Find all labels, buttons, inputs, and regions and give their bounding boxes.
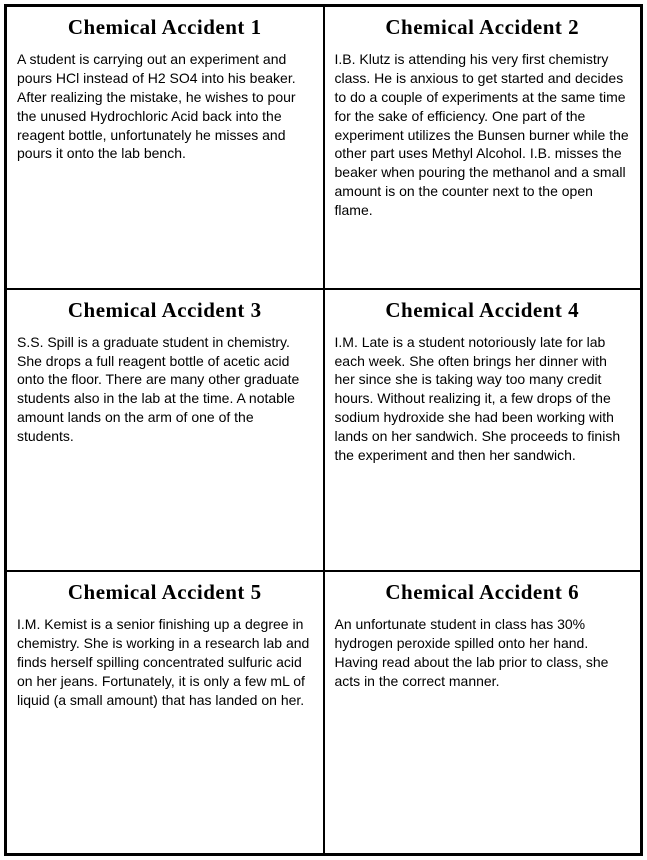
accident-body: S.S. Spill is a graduate student in chem… [17, 333, 313, 446]
accident-title: Chemical Accident 6 [335, 580, 631, 605]
accident-cell-4: Chemical Accident 4 I.M. Late is a stude… [324, 289, 642, 572]
accident-cell-2: Chemical Accident 2 I.B. Klutz is attend… [324, 6, 642, 289]
accident-title: Chemical Accident 2 [335, 15, 631, 40]
accident-title: Chemical Accident 4 [335, 298, 631, 323]
accident-cell-1: Chemical Accident 1 A student is carryin… [6, 6, 324, 289]
accident-title: Chemical Accident 3 [17, 298, 313, 323]
accident-body: I.B. Klutz is attending his very first c… [335, 50, 631, 220]
accident-cell-3: Chemical Accident 3 S.S. Spill is a grad… [6, 289, 324, 572]
accident-cell-5: Chemical Accident 5 I.M. Kemist is a sen… [6, 571, 324, 854]
accident-grid: Chemical Accident 1 A student is carryin… [4, 4, 643, 856]
accident-title: Chemical Accident 1 [17, 15, 313, 40]
accident-body: A student is carrying out an experiment … [17, 50, 313, 163]
accident-cell-6: Chemical Accident 6 An unfortunate stude… [324, 571, 642, 854]
accident-body: I.M. Kemist is a senior finishing up a d… [17, 615, 313, 709]
accident-title: Chemical Accident 5 [17, 580, 313, 605]
accident-body: I.M. Late is a student notoriously late … [335, 333, 631, 465]
accident-body: An unfortunate student in class has 30% … [335, 615, 631, 691]
